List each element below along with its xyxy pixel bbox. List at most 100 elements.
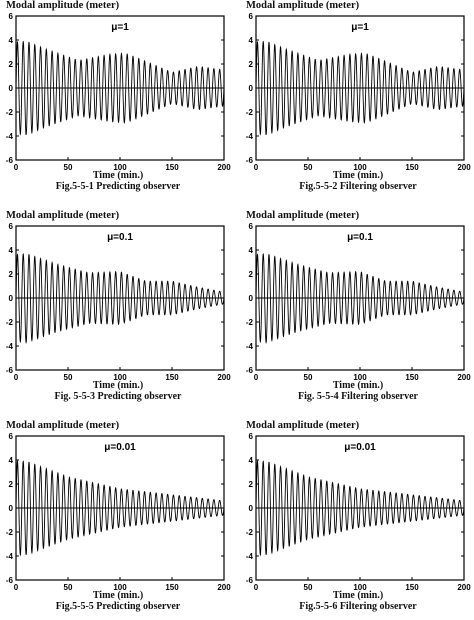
y-tick-label: 6 (9, 222, 14, 231)
x-tick-label: 200 (217, 373, 231, 382)
x-tick-label: 50 (304, 163, 313, 172)
y-tick-label: -4 (246, 552, 254, 561)
y-axis-label: Modal amplitude (meter) (246, 0, 360, 11)
y-tick-label: 0 (9, 294, 14, 303)
x-tick-label: 100 (353, 583, 367, 592)
chart-panel-4: Modal amplitude (meter) 6 4 2 0 -2 -4 -6 0 50 100… (244, 210, 472, 410)
x-tick-label: 100 (113, 163, 127, 172)
y-tick-label: 6 (249, 12, 254, 21)
y-tick-label: 4 (249, 36, 254, 45)
mu-annotation: μ=1 (351, 22, 369, 33)
y-axis-label: Modal amplitude (meter) (246, 420, 360, 431)
mu-annotation: μ=0.1 (347, 232, 373, 243)
x-tick-label: 100 (113, 583, 127, 592)
y-tick-label: -4 (246, 342, 254, 351)
x-axis-label: Time (min.) (332, 380, 384, 391)
y-tick-label: 0 (9, 504, 14, 513)
figure-caption: Fig. 5-5-4 Filtering observer (298, 391, 418, 402)
y-tick-label: 4 (9, 246, 14, 255)
mu-annotation: μ=0.1 (107, 232, 133, 243)
y-tick-label: 4 (9, 456, 14, 465)
series-line-1 (255, 40, 465, 136)
y-tick-label: -4 (6, 552, 14, 561)
x-axis-label: Time (min.) (92, 380, 144, 391)
chart-panel-5: Modal amplitude (meter) 6 4 2 0 -2 -4 -6 0 50 100… (4, 420, 232, 620)
x-tick-label: 0 (254, 373, 259, 382)
y-tick-label: 2 (9, 60, 14, 69)
chart-panel-1: Modal amplitude (meter) 6 4 2 0 -2 -4 -6 0 50 100… (4, 0, 232, 200)
y-tick-label: -2 (246, 108, 254, 117)
y-tick-label: -6 (6, 366, 14, 375)
x-tick-label: 0 (14, 373, 19, 382)
x-tick-label: 150 (405, 373, 419, 382)
x-tick-label: 50 (304, 373, 313, 382)
series-line-1 (15, 253, 225, 345)
y-tick-label: -2 (6, 108, 14, 117)
x-tick-label: 50 (64, 163, 73, 172)
y-tick-label: 0 (249, 504, 254, 513)
x-tick-label: 0 (14, 583, 19, 592)
x-tick-label: 200 (457, 163, 471, 172)
x-tick-label: 0 (254, 163, 259, 172)
y-axis-label: Modal amplitude (meter) (6, 420, 120, 431)
x-tick-label: 200 (217, 583, 231, 592)
y-tick-label: 4 (249, 456, 254, 465)
x-tick-label: 200 (457, 583, 471, 592)
y-tick-label: -6 (246, 156, 254, 165)
y-tick-label: 2 (9, 270, 14, 279)
y-tick-label: 0 (249, 84, 254, 93)
figure-caption: Fig.5-5-1 Predicting observer (55, 181, 181, 192)
figure-caption: Fig.5-5-6 Filtering observer (299, 601, 417, 612)
y-tick-label: -6 (6, 576, 14, 585)
y-tick-label: 0 (249, 294, 254, 303)
series-line-1 (15, 459, 225, 557)
chart-panel-6: Modal amplitude (meter) 6 4 2 0 -2 -4 -6 0 50 100… (244, 420, 472, 620)
x-tick-label: 150 (165, 583, 179, 592)
series-line-1 (15, 40, 225, 136)
x-axis-label: Time (min.) (92, 590, 144, 601)
x-tick-label: 50 (304, 583, 313, 592)
y-tick-label: 2 (9, 480, 14, 489)
chart-panel-2: Modal amplitude (meter) 6 4 2 0 -2 -4 -6 0 50 100… (244, 0, 472, 200)
y-axis-label: Modal amplitude (meter) (246, 210, 360, 221)
x-tick-label: 50 (64, 583, 73, 592)
y-tick-label: 0 (9, 84, 14, 93)
x-axis-label: Time (min.) (92, 170, 144, 181)
mu-annotation: μ=0.01 (344, 442, 376, 453)
y-tick-label: -6 (6, 156, 14, 165)
y-tick-label: -4 (6, 342, 14, 351)
y-axis-label: Modal amplitude (meter) (6, 210, 120, 221)
x-tick-label: 100 (353, 163, 367, 172)
y-tick-label: 2 (249, 270, 254, 279)
y-tick-label: 6 (9, 12, 14, 21)
x-tick-label: 0 (254, 583, 259, 592)
x-tick-label: 100 (353, 373, 367, 382)
y-tick-label: -6 (246, 366, 254, 375)
y-tick-label: -2 (6, 318, 14, 327)
figure-caption: Fig. 5-5-3 Predicting observer (54, 391, 182, 402)
x-tick-label: 50 (64, 373, 73, 382)
x-axis-label: Time (min.) (332, 170, 384, 181)
y-tick-label: 4 (249, 246, 254, 255)
x-tick-label: 0 (14, 163, 19, 172)
figure-caption: Fig.5-5-5 Predicting observer (55, 601, 181, 612)
y-tick-label: 2 (249, 480, 254, 489)
mu-annotation: μ=1 (111, 22, 129, 33)
y-tick-label: 6 (9, 432, 14, 441)
y-tick-label: -6 (246, 576, 254, 585)
y-tick-label: 2 (249, 60, 254, 69)
x-tick-label: 200 (457, 373, 471, 382)
y-tick-label: -2 (246, 528, 254, 537)
y-tick-label: 4 (9, 36, 14, 45)
x-tick-label: 150 (405, 583, 419, 592)
series-line-1 (255, 459, 465, 557)
mu-annotation: μ=0.01 (104, 442, 136, 453)
x-tick-label: 200 (217, 163, 231, 172)
y-tick-label: -2 (246, 318, 254, 327)
